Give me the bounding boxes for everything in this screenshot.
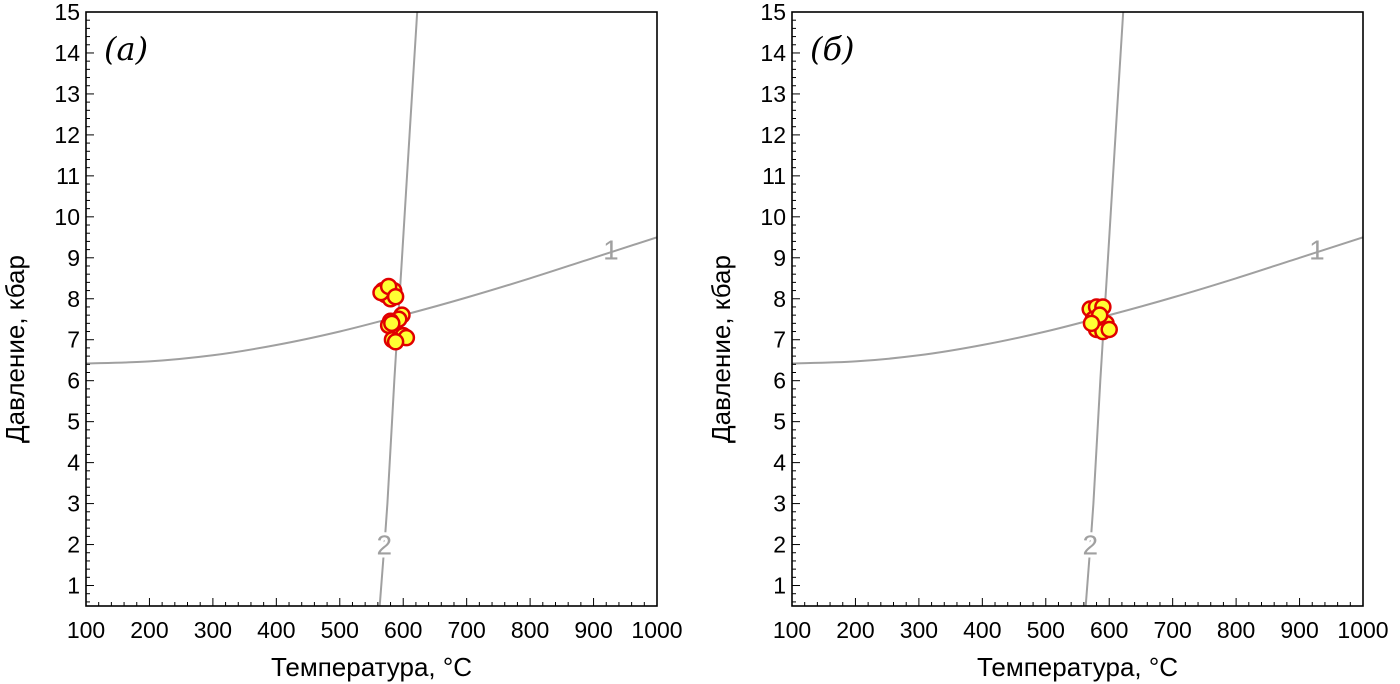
y-tick-label: 4 — [773, 450, 786, 476]
y-tick-label: 8 — [773, 286, 786, 312]
x-tick-label: 400 — [257, 617, 295, 643]
x-tick-label: 900 — [574, 617, 612, 643]
x-tick-label: 200 — [836, 617, 874, 643]
y-tick-label: 8 — [67, 286, 80, 312]
x-tick-label: 200 — [130, 617, 168, 643]
y-tick-label: 6 — [773, 368, 786, 394]
panel-label: (б) — [810, 30, 855, 68]
curve-label-2: 2 — [377, 530, 393, 561]
y-tick-label: 1 — [67, 573, 80, 599]
x-tick-label: 100 — [773, 617, 811, 643]
y-tick-label: 10 — [54, 204, 80, 230]
data-point — [386, 333, 405, 351]
y-axis-title: Давление, кбар — [706, 255, 736, 443]
y-tick-label: 9 — [773, 245, 786, 271]
y-tick-label: 13 — [54, 81, 80, 107]
y-tick-label: 1 — [773, 573, 786, 599]
y-tick-label: 7 — [67, 327, 80, 353]
panel-label: (а) — [104, 30, 148, 68]
y-tick-label: 2 — [773, 532, 786, 558]
y-tick-label: 14 — [760, 40, 786, 66]
curve-label-1: 1 — [603, 235, 619, 266]
x-tick-label: 300 — [194, 617, 232, 643]
y-tick-label: 3 — [67, 491, 80, 517]
y-tick-label: 4 — [67, 450, 80, 476]
data-point — [386, 287, 405, 306]
y-tick-label: 10 — [760, 204, 786, 230]
x-tick-label: 600 — [384, 617, 422, 643]
curve-label-2: 2 — [1083, 530, 1099, 561]
x-tick-label: 600 — [1090, 617, 1128, 643]
y-axis-title: Давление, кбар — [0, 255, 30, 443]
y-tick-label: 6 — [67, 368, 80, 394]
curve-1 — [792, 236, 1363, 365]
plot-frame — [791, 11, 1364, 607]
y-tick-label: 12 — [760, 122, 786, 148]
x-tick-label: 700 — [1153, 617, 1191, 643]
x-tick-label: 900 — [1280, 617, 1318, 643]
curve-1 — [86, 236, 657, 365]
data-point — [1100, 320, 1118, 339]
y-tick-label: 7 — [773, 327, 786, 353]
x-tick-label: 1000 — [1337, 617, 1388, 643]
y-tick-label: 3 — [773, 491, 786, 517]
x-tick-label: 300 — [900, 617, 938, 643]
y-tick-label: 14 — [54, 40, 80, 66]
y-tick-label: 11 — [762, 163, 786, 189]
y-tick-label: 11 — [56, 163, 80, 189]
x-axis-title: Температура, °C — [271, 652, 472, 682]
data-point — [383, 314, 401, 333]
y-tick-label: 13 — [760, 81, 786, 107]
x-tick-label: 500 — [321, 617, 359, 643]
y-tick-label: 12 — [54, 122, 80, 148]
x-tick-label: 500 — [1027, 617, 1065, 643]
x-tick-label: 800 — [1217, 617, 1255, 643]
y-tick-label: 5 — [773, 409, 786, 435]
x-tick-label: 700 — [447, 617, 485, 643]
x-tick-label: 1000 — [631, 617, 682, 643]
x-tick-label: 100 — [67, 617, 105, 643]
data-point — [1082, 314, 1101, 333]
x-tick-label: 400 — [963, 617, 1001, 643]
curve-label-1: 1 — [1309, 235, 1325, 266]
plot-frame — [85, 11, 658, 607]
x-tick-label: 800 — [511, 617, 549, 643]
x-axis-title: Температура, °C — [977, 652, 1178, 682]
y-tick-label: 15 — [760, 0, 786, 25]
y-tick-label: 5 — [67, 409, 80, 435]
y-tick-label: 9 — [67, 245, 80, 271]
y-tick-label: 2 — [67, 532, 80, 558]
y-tick-label: 15 — [54, 0, 80, 25]
